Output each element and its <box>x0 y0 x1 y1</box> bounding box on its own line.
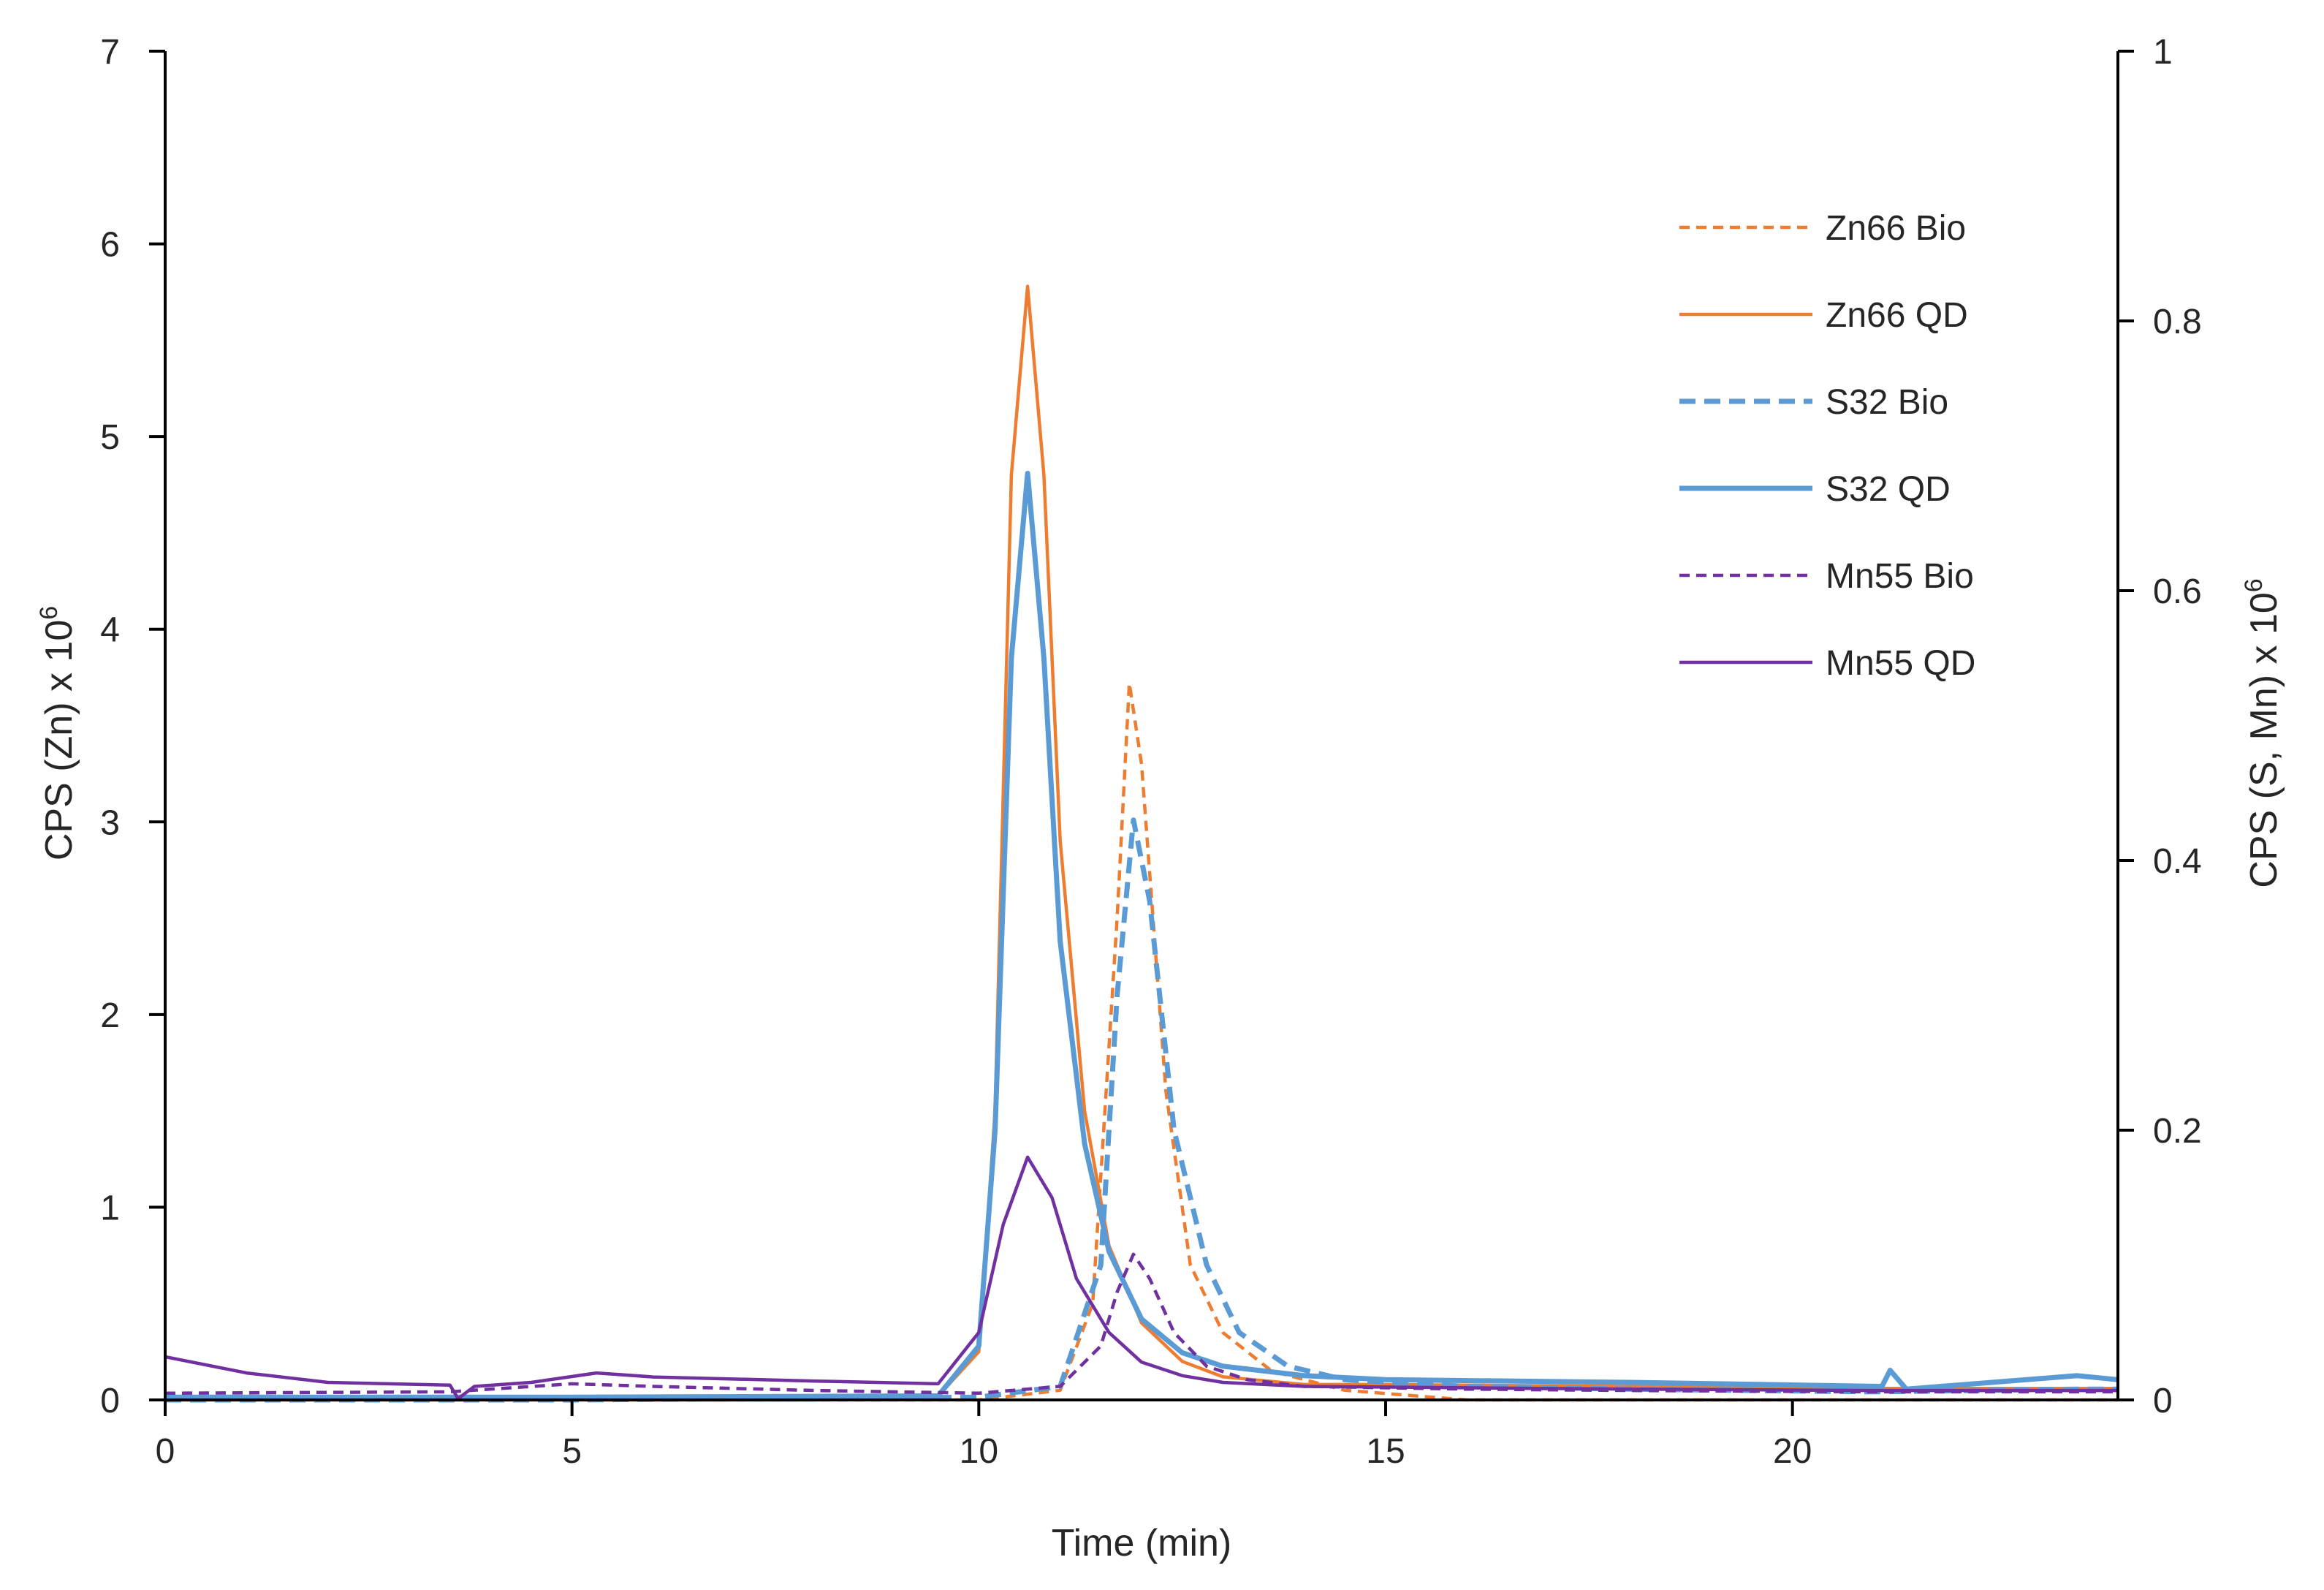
series-line-zn66-bio <box>165 681 2118 1402</box>
y-right-tick-label: 0.8 <box>2153 303 2202 341</box>
y-left-tick-label: 3 <box>100 803 120 842</box>
legend-label-mn55-bio: Mn55 Bio <box>1826 557 1974 596</box>
y-left-tick-label: 6 <box>100 226 120 265</box>
x-tick-label: 15 <box>1366 1432 1405 1471</box>
x-tick-label: 20 <box>1773 1432 1812 1471</box>
legend-label-s32-bio: S32 Bio <box>1826 383 1948 422</box>
legend-label-s32-qd: S32 QD <box>1826 470 1951 509</box>
y-right-tick-label: 0.6 <box>2153 572 2202 611</box>
y-left-tick-label: 2 <box>100 996 120 1035</box>
y-left-axis-title-base: CPS (Zn) x 10 <box>38 620 80 860</box>
x-tick-label: 5 <box>562 1432 582 1471</box>
series-line-s32-qd <box>165 471 2119 1400</box>
y-right-tick-label: 0 <box>2153 1382 2173 1420</box>
y-right-tick-label: 0.2 <box>2153 1112 2202 1151</box>
y-right-axis-title: CPS (S, Mn) x 106 <box>2240 578 2285 887</box>
y-left-tick-label: 1 <box>100 1189 120 1227</box>
y-right-tick-label: 0.4 <box>2153 842 2202 881</box>
y-left-axis-title-superscript: 6 <box>35 606 63 620</box>
x-tick-label: 10 <box>960 1432 998 1471</box>
legend-label-mn55-qd: Mn55 QD <box>1826 644 1975 683</box>
legend: Zn66 Bio Zn66 QD S32 Bio S32 QD Mn55 Bio Mn55… <box>1679 209 1975 683</box>
y-left-tick-label: 4 <box>100 611 120 650</box>
y-right-axis-title-base: CPS (S, Mn) x 10 <box>2243 592 2285 888</box>
y-left-tick-label: 5 <box>100 418 120 457</box>
x-tick-label: 0 <box>156 1432 175 1471</box>
ticks-layer: 0 5 10 15 20 0 1 2 3 4 5 6 7 0 0.2 0.4 0.6 0.8 1 <box>100 33 2201 1471</box>
y-left-tick-label: 0 <box>100 1382 120 1420</box>
y-left-tick-label: 7 <box>100 33 120 72</box>
y-right-tick-label: 1 <box>2153 33 2173 72</box>
y-right-axis-title-superscript: 6 <box>2240 578 2268 592</box>
y-left-axis-title: CPS (Zn) x 106 <box>35 606 80 860</box>
x-axis-title: Time (min) <box>1052 1522 1232 1564</box>
legend-label-zn66-bio: Zn66 Bio <box>1826 209 1966 248</box>
legend-label-zn66-qd: Zn66 QD <box>1826 296 1968 335</box>
